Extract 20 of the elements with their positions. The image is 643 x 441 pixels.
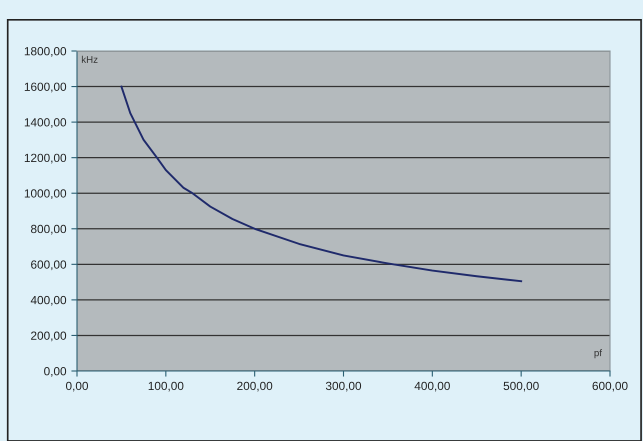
y-tick-label: 400,00 xyxy=(30,296,66,306)
line-series xyxy=(120,86,522,282)
y-tick-label: 600,00 xyxy=(31,260,66,270)
x-tick-label: 600,00 xyxy=(592,382,628,392)
y-tick-label: 1800,00 xyxy=(24,47,66,57)
x-axis-title: pf xyxy=(594,349,602,358)
y-axis-title: kHz xyxy=(82,56,98,63)
y-tick-label: 200,00 xyxy=(31,331,66,342)
x-tick-label: 200,00 xyxy=(237,382,272,392)
y-tick-label: 1000,00 xyxy=(24,189,66,200)
x-tick-label: 400,00 xyxy=(414,382,450,392)
y-tick-label: 1200,00 xyxy=(24,154,66,164)
x-tick-label: 500,00 xyxy=(504,382,539,392)
y-tick-label: 0,00 xyxy=(44,367,66,377)
y-tick-label: 1600,00 xyxy=(24,82,66,92)
x-tick-label: 300,00 xyxy=(326,382,362,392)
x-tick-label: 0,00 xyxy=(66,382,88,392)
y-tick-label: 1400,00 xyxy=(24,118,66,128)
y-tick-label: 800,00 xyxy=(30,224,66,235)
x-tick-label: 100,00 xyxy=(148,382,184,392)
